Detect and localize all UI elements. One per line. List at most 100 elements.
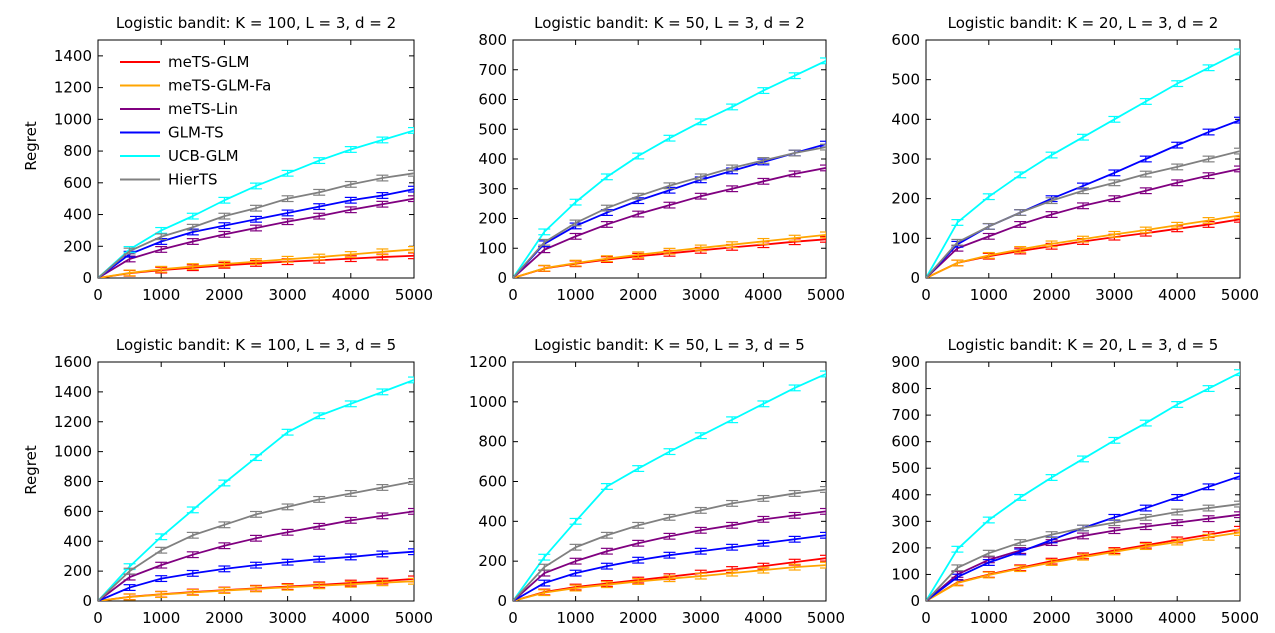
chart-title: Logistic bandit: K = 20, L = 3, d = 5 [948, 336, 1219, 354]
y-tick-label: 300 [891, 512, 920, 530]
x-tick-label: 0 [93, 609, 103, 627]
y-tick-label: 0 [82, 269, 92, 287]
x-tick-label: 4000 [744, 609, 782, 627]
x-tick-label: 2000 [619, 609, 657, 627]
x-tick-label: 1000 [142, 286, 180, 304]
series-line-hierts [513, 488, 826, 601]
x-tick-label: 2000 [205, 286, 243, 304]
y-tick-label: 400 [478, 512, 507, 530]
y-tick-label: 400 [891, 110, 920, 128]
x-tick-label: 0 [921, 609, 931, 627]
y-tick-label: 0 [497, 592, 507, 610]
legend-label-mets-glm: meTS-GLM [168, 53, 249, 71]
series-line-glm-ts [513, 143, 826, 278]
y-tick-label: 1200 [469, 353, 507, 371]
y-tick-label: 100 [891, 229, 920, 247]
y-tick-label: 700 [478, 61, 507, 79]
series-layer [98, 126, 414, 278]
y-tick-label: 800 [478, 433, 507, 451]
panel-2: Logistic bandit: K = 50, L = 3, d = 2 0 10… [478, 14, 845, 304]
y-tick-label: 600 [478, 91, 507, 109]
x-tick-label: 5000 [395, 609, 433, 627]
x-tick-label: 5000 [1221, 286, 1259, 304]
y-tick-label: 100 [478, 239, 507, 257]
y-tick-label: 0 [910, 592, 920, 610]
panel-4: Logistic bandit: K = 100, L = 3, d = 5 0 1… [54, 336, 433, 627]
plots: Logistic bandit: K = 100, L = 3, d = 2 0 1… [54, 14, 1259, 627]
y-tick-label: 1600 [54, 353, 92, 371]
y-tick-label: 900 [891, 353, 920, 371]
x-tick-label: 5000 [807, 609, 845, 627]
legend-label-hierts: HierTS [168, 171, 218, 189]
y-tick-label: 1400 [54, 383, 92, 401]
x-tick-label: 1000 [557, 609, 595, 627]
y-tick-label: 0 [82, 592, 92, 610]
panel-1: Logistic bandit: K = 100, L = 3, d = 2 0 1… [54, 14, 433, 304]
x-tick-label: 0 [93, 286, 103, 304]
panel-3: Logistic bandit: K = 20, L = 3, d = 2 0 10… [891, 14, 1259, 304]
x-tick-label: 3000 [269, 286, 307, 304]
series-layer [98, 376, 414, 601]
y-tick-label: 800 [63, 473, 92, 491]
legend-label-mets-lin: meTS-Lin [168, 100, 238, 118]
y-tick-label: 0 [910, 269, 920, 287]
series-line-mets-glm-fa [926, 214, 1240, 278]
panel-5: Logistic bandit: K = 50, L = 3, d = 5 0 10… [469, 336, 845, 627]
y-tick-label: 600 [63, 174, 92, 192]
y-tick-label: 200 [891, 190, 920, 208]
x-tick-label: 1000 [557, 286, 595, 304]
x-tick-label: 3000 [1095, 286, 1133, 304]
series-layer [513, 370, 826, 601]
x-tick-label: 3000 [682, 609, 720, 627]
series-line-glm-ts [98, 550, 414, 601]
y-tick-label: 200 [891, 539, 920, 557]
series-layer [926, 369, 1240, 601]
series-line-hierts [513, 146, 826, 278]
x-tick-label: 1000 [970, 286, 1008, 304]
y-tick-label: 700 [891, 406, 920, 424]
legend-label-ucb-glm: UCB-GLM [168, 147, 239, 165]
legend: meTS-GLM meTS-GLM-Fa meTS-Lin GLM-TS UCB-GLM… [120, 53, 271, 189]
x-tick-label: 3000 [1095, 609, 1133, 627]
chart-title: Logistic bandit: K = 20, L = 3, d = 2 [948, 14, 1219, 32]
x-tick-label: 2000 [619, 286, 657, 304]
x-tick-label: 2000 [1033, 286, 1071, 304]
y-tick-label: 200 [63, 237, 92, 255]
y-tick-label: 600 [478, 473, 507, 491]
series-layer [926, 48, 1240, 278]
y-tick-label: 1200 [54, 79, 92, 97]
chart-title: Logistic bandit: K = 100, L = 3, d = 5 [116, 336, 396, 354]
y-tick-label: 800 [478, 31, 507, 49]
plot-frame [925, 361, 1241, 602]
plot-frame [512, 361, 827, 602]
x-tick-label: 4000 [332, 286, 370, 304]
y-tick-label: 400 [478, 150, 507, 168]
x-tick-label: 3000 [682, 286, 720, 304]
series-line-glm-ts [926, 119, 1240, 278]
x-tick-label: 5000 [807, 286, 845, 304]
series-line-ucb-glm [98, 129, 414, 278]
x-tick-label: 1000 [142, 609, 180, 627]
y-tick-label: 600 [63, 502, 92, 520]
x-tick-label: 1000 [970, 609, 1008, 627]
y-tick-label: 0 [497, 269, 507, 287]
y-tick-label: 400 [891, 486, 920, 504]
y-tick-label: 600 [891, 433, 920, 451]
y-tick-label: 500 [891, 459, 920, 477]
y-tick-label: 100 [891, 565, 920, 583]
x-tick-label: 5000 [395, 286, 433, 304]
ylabel-row-1: Regret [22, 121, 40, 171]
y-tick-label: 300 [478, 180, 507, 198]
y-tick-label: 1000 [469, 393, 507, 411]
x-tick-label: 4000 [1158, 609, 1196, 627]
y-tick-label: 800 [63, 142, 92, 160]
ylabel-row-2: Regret [22, 445, 40, 495]
chart-title: Logistic bandit: K = 50, L = 3, d = 2 [534, 14, 805, 32]
chart-title: Logistic bandit: K = 50, L = 3, d = 5 [534, 336, 805, 354]
panel-6: Logistic bandit: K = 20, L = 3, d = 5 0 10… [891, 336, 1259, 627]
y-tick-label: 1000 [54, 110, 92, 128]
y-tick-label: 600 [891, 31, 920, 49]
y-tick-label: 1000 [54, 443, 92, 461]
x-tick-label: 0 [921, 286, 931, 304]
y-tick-label: 300 [891, 150, 920, 168]
